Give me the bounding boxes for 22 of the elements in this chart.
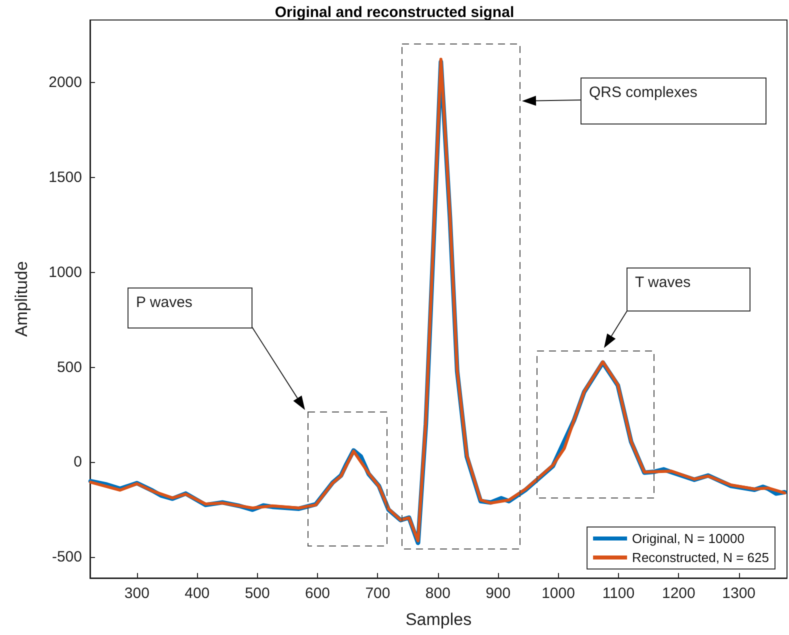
x-tick-label: 1000 (542, 585, 575, 602)
y-axis-title: Amplitude (12, 261, 31, 337)
x-tick-label: 1300 (722, 585, 756, 602)
chart-title: Original and reconstructed signal (274, 4, 514, 21)
x-tick-label: 700 (365, 585, 390, 602)
x-tick-label: 300 (124, 585, 150, 602)
y-tick-label: 1500 (48, 169, 82, 186)
x-tick-label: 500 (244, 585, 270, 602)
legend-label: Original, N = 10000 (632, 531, 744, 546)
legend-label: Reconstructed, N = 625 (632, 550, 770, 565)
y-tick-label: 500 (56, 358, 82, 376)
y-tick-label: 1000 (48, 264, 82, 281)
x-tick-label: 1200 (662, 585, 696, 602)
x-tick-label: 900 (486, 585, 511, 602)
y-tick-label: -500 (52, 548, 82, 566)
x-tick-label: 800 (425, 585, 450, 602)
x-tick-label: 600 (305, 585, 330, 602)
x-tick-label: 400 (184, 585, 210, 602)
x-axis-title: Samples (405, 610, 472, 629)
x-tick-label: 1100 (602, 585, 635, 602)
y-tick-label: 2000 (48, 74, 82, 92)
y-tick-label: 0 (74, 454, 82, 471)
